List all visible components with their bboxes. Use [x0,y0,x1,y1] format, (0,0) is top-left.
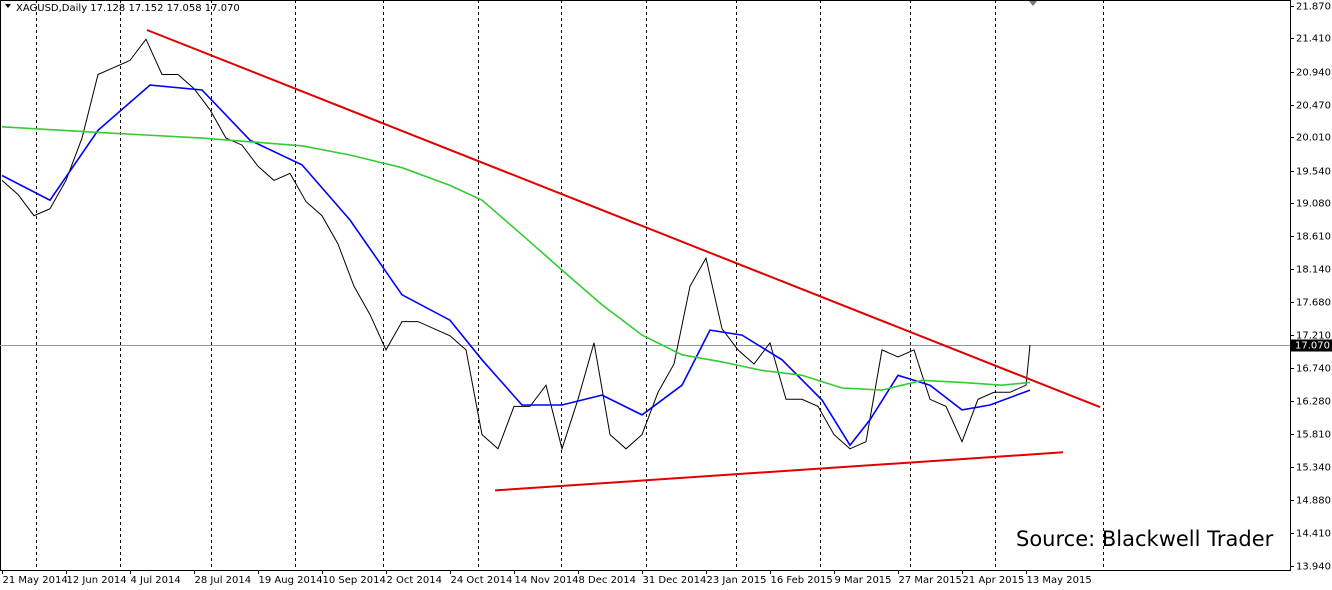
price-line-series [1,38,1031,451]
chart-title: XAGUSD,Daily 17.128 17.152 17.058 17.070 [16,3,240,14]
y-tick-label: 21.870 [1296,2,1331,13]
x-tick-label: 21 May 2014 [3,575,68,586]
y-tick-label: 13.940 [1296,562,1331,573]
price-label-bg [1291,339,1332,352]
y-tick-label: 19.540 [1296,167,1331,178]
shift-marker[interactable] [1029,1,1037,6]
y-tick-label: 18.610 [1296,232,1331,243]
y-tick-label: 14.410 [1296,529,1331,540]
x-tick-label: 24 Oct 2014 [451,575,513,586]
y-tick-label: 17.210 [1296,331,1331,342]
moving-average [1,84,1031,447]
x-tick-label: 9 Mar 2015 [835,575,892,586]
x-tick-label: 21 Apr 2015 [963,575,1025,586]
y-tick-label: 17.680 [1296,298,1331,309]
menu-arrow[interactable] [5,4,11,8]
y-tick-label: 19.080 [1296,199,1331,210]
y-tick-label: 18.140 [1296,265,1331,276]
x-tick-label: 13 May 2015 [1027,575,1092,586]
y-tick-label: 20.940 [1296,68,1331,79]
x-tick-label: 28 Jul 2014 [195,575,252,586]
y-tick-label: 14.880 [1296,496,1331,507]
x-tick-label: 14 Nov 2014 [515,575,579,586]
x-tick-label: 8 Dec 2014 [579,575,637,586]
x-tick-label: 2 Oct 2014 [387,575,442,586]
x-tick-label: 4 Jul 2014 [131,575,181,586]
y-tick-label: 16.280 [1296,397,1331,408]
source-annotation: Source: Blackwell Trader [1016,527,1274,551]
x-tick-label: 19 Aug 2014 [259,575,323,586]
x-tick-label: 27 Mar 2015 [899,575,962,586]
trendline [146,29,1101,409]
price-label: 17.070 [1295,341,1330,352]
trendline [494,451,1064,492]
x-tick-label: 10 Sep 2014 [323,575,386,586]
x-tick-label: 16 Feb 2015 [771,575,833,586]
y-tick-label: 15.340 [1296,463,1331,474]
plot-frame [0,0,1291,571]
y-tick-label: 21.410 [1296,34,1331,45]
y-tick-label: 15.810 [1296,430,1331,441]
x-tick-label: 12 Jun 2014 [67,575,127,586]
y-tick-label: 20.010 [1296,133,1331,144]
y-tick-label: 20.470 [1296,101,1331,112]
x-tick-label: 23 Jan 2015 [707,575,767,586]
moving-average [1,126,1031,391]
x-tick-label: 31 Dec 2014 [643,575,707,586]
y-tick-label: 16.740 [1296,364,1331,375]
